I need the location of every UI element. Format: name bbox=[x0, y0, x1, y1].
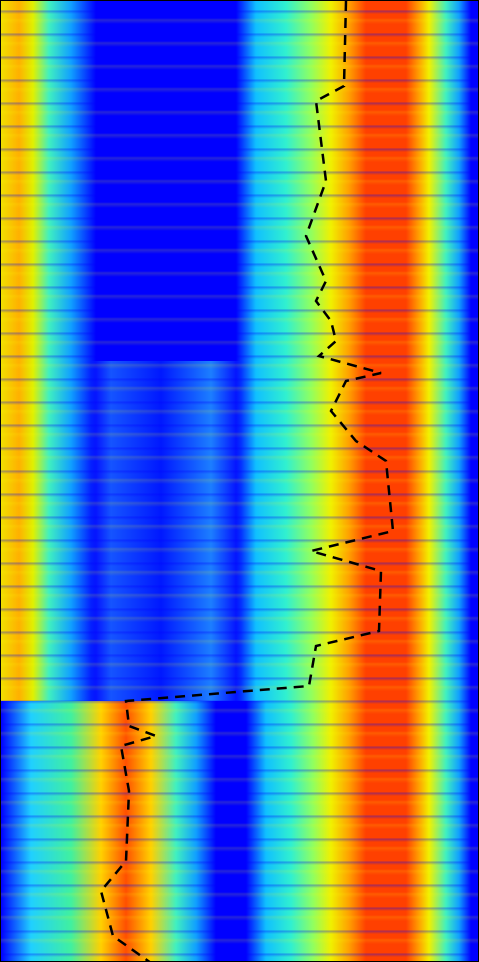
heatmap-band bbox=[1, 361, 478, 701]
ridge-line bbox=[99, 1, 395, 961]
heatmap-band bbox=[1, 701, 478, 961]
